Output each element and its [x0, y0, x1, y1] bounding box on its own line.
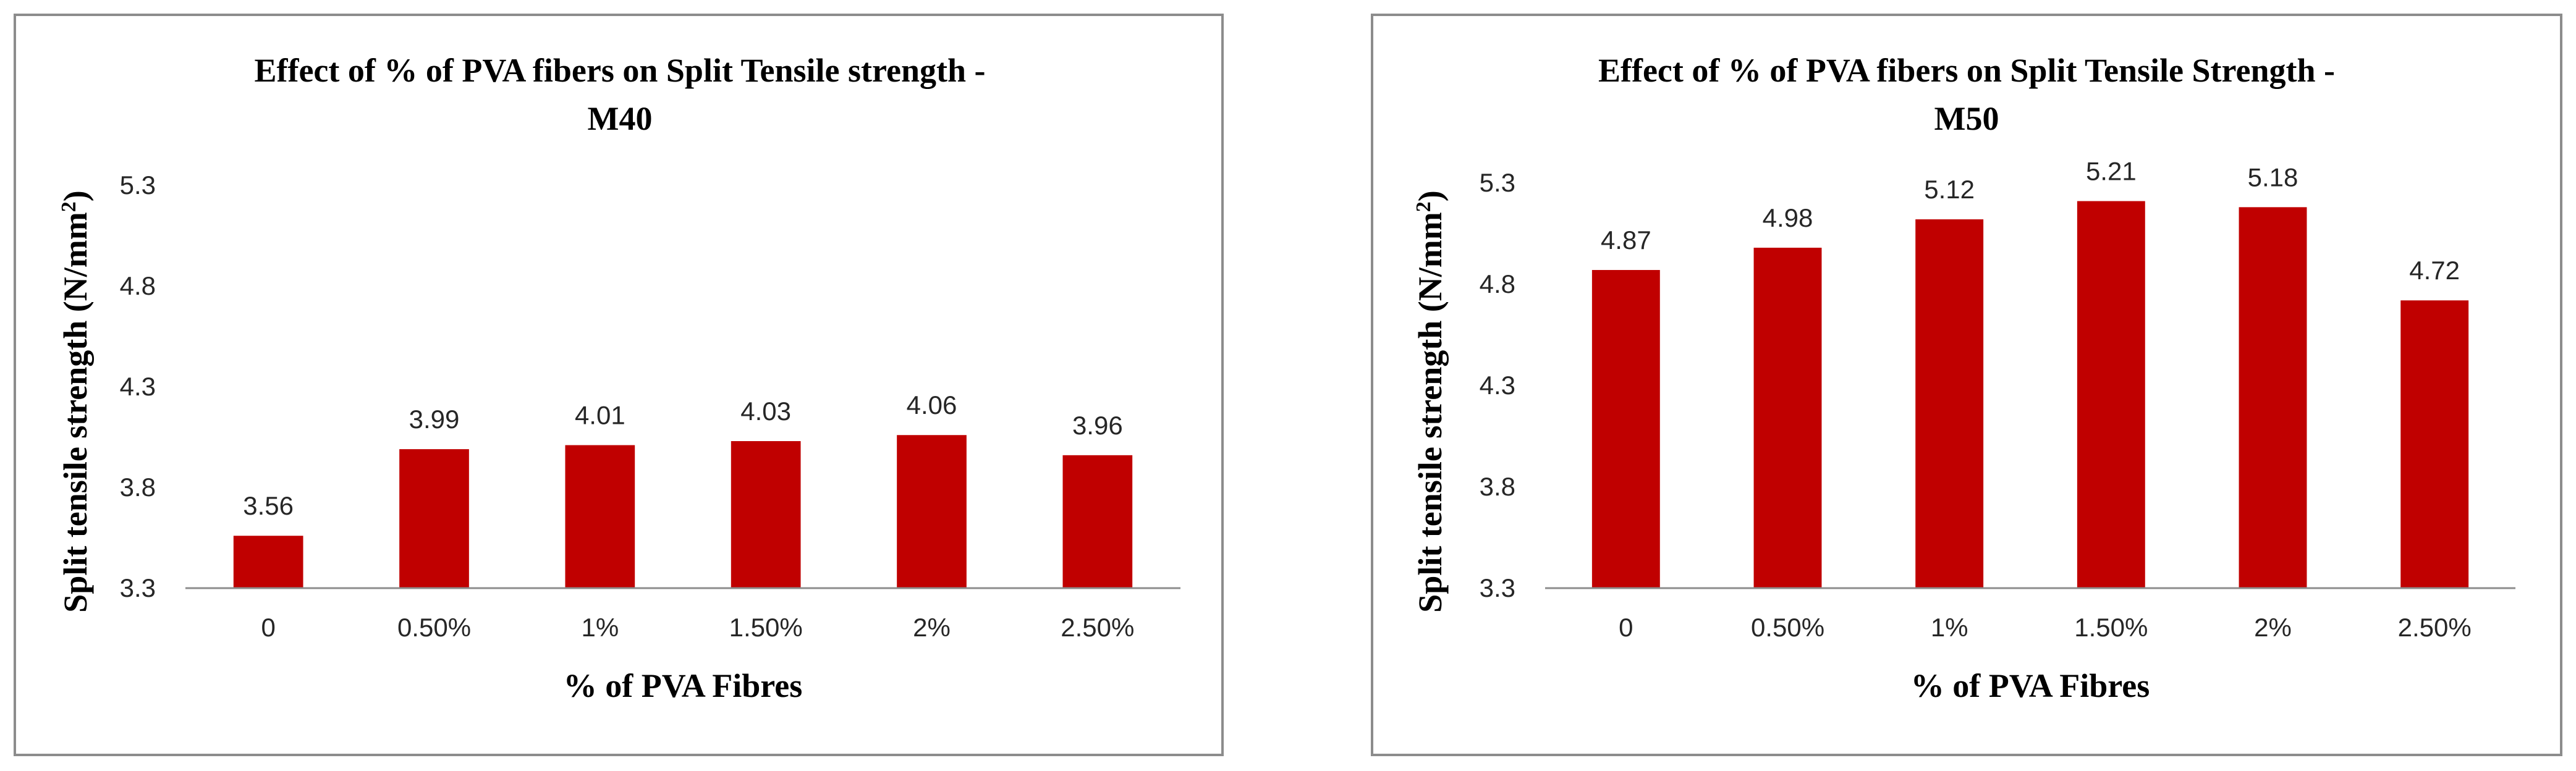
- chart-m50-data-label: 5.21: [2086, 157, 2137, 186]
- chart-m50-x-tick-label: 1.50%: [2074, 613, 2148, 642]
- chart-m40-y-axis-title-text: Split tensile strength (N/mm: [57, 212, 94, 612]
- chart-m40-title-line-1: Effect of % of PVA fibers on Split Tensi…: [254, 52, 985, 89]
- chart-m40-y-ticks: 3.3 3.8 4.3 4.8 5.3: [120, 171, 156, 602]
- chart-m40-x-axis-title: % of PVA Fibres: [564, 667, 803, 704]
- chart-m50-data-label: 4.98: [1763, 203, 1813, 232]
- chart-m40-bar: [399, 449, 469, 588]
- chart-m40-title-line-2: M40: [588, 100, 653, 137]
- chart-m40-data-labels: 3.56 3.99 4.01 4.03 4.06 3.96: [243, 390, 1122, 520]
- chart-m40-x-tick-label: 2%: [913, 613, 951, 642]
- chart-m50-bars: [1591, 201, 2469, 589]
- chart-m50-bar: [1753, 247, 1822, 589]
- chart-m50-data-label: 4.72: [2409, 256, 2460, 285]
- chart-m40-x-tick-label: 0: [261, 613, 275, 642]
- chart-m50-data-label: 5.12: [1924, 175, 1975, 204]
- chart-m50-data-label: 4.87: [1601, 225, 1651, 255]
- chart-m40-y-tick-label: 3.8: [120, 473, 156, 502]
- chart-m50-x-tick-label: 2.50%: [2398, 613, 2472, 642]
- chart-m40-x-tick-label: 1%: [581, 613, 619, 642]
- chart-m40-y-axis-title-close: ): [57, 190, 94, 201]
- chart-m40: Effect of % of PVA fibers on Split Tensi…: [14, 14, 1224, 756]
- chart-m40-y-tick-label: 4.3: [120, 372, 156, 401]
- chart-m50-y-tick-label: 4.8: [1480, 269, 1515, 298]
- chart-m40-x-tick-label: 1.50%: [729, 613, 803, 642]
- chart-m50-y-axis-title-text: Split tensile strength (N/mm: [1412, 212, 1449, 612]
- chart-m40-data-label: 4.01: [575, 401, 625, 430]
- chart-m40-y-tick-label: 5.3: [120, 171, 156, 200]
- chart-m50-data-label: 5.18: [2248, 162, 2298, 192]
- chart-m50-y-tick-label: 3.8: [1480, 472, 1515, 501]
- chart-m50-title-line-2: M50: [1934, 100, 1999, 137]
- chart-m50: Effect of % of PVA fibers on Split Tensi…: [1371, 14, 2562, 756]
- chart-m40-bar: [565, 445, 635, 588]
- chart-m40-bar: [233, 536, 303, 588]
- chart-m40-data-label: 3.96: [1072, 411, 1123, 440]
- chart-m50-y-tick-label: 4.3: [1480, 371, 1515, 400]
- chart-m50-y-tick-label: 5.3: [1480, 168, 1515, 197]
- chart-m50-x-tick-label: 0.50%: [1751, 613, 1824, 642]
- chart-m50-x-axis-title: % of PVA Fibres: [1911, 667, 2150, 704]
- chart-m40-data-label: 4.03: [740, 397, 791, 426]
- chart-m50-y-axis-title-sup: 2: [1412, 201, 1435, 212]
- chart-m50-bar: [1591, 270, 1660, 588]
- chart-m40-y-tick-label: 3.3: [120, 573, 156, 602]
- chart-m50-bar: [2239, 207, 2307, 588]
- chart-m40-x-ticks: 0 0.50% 1% 1.50% 2% 2.50%: [261, 613, 1134, 642]
- chart-m40-data-label: 4.06: [907, 390, 957, 419]
- chart-m50-y-tick-label: 3.3: [1480, 573, 1515, 602]
- chart-m40-y-axis-title-sup: 2: [57, 201, 80, 212]
- chart-m40-bars: [233, 435, 1133, 588]
- chart-m40-x-tick-label: 2.50%: [1061, 613, 1134, 642]
- chart-m50-title-line-1: Effect of % of PVA fibers on Split Tensi…: [1598, 52, 2335, 89]
- chart-m40-x-tick-label: 0.50%: [397, 613, 471, 642]
- chart-m50-x-tick-label: 0: [1619, 613, 1633, 642]
- chart-m50-y-axis-title: Split tensile strength (N/mm2): [1412, 190, 1449, 612]
- chart-m40-bar: [731, 441, 801, 588]
- chart-m50-bar: [1915, 219, 1984, 588]
- chart-m40-bar: [1062, 455, 1133, 588]
- chart-m40-y-axis-title: Split tensile strength (N/mm2): [57, 190, 94, 612]
- chart-m50-x-tick-label: 2%: [2254, 613, 2292, 642]
- chart-m40-bar: [897, 435, 967, 588]
- chart-m40-frame: [14, 14, 1224, 756]
- chart-m50-y-axis-title-close: ): [1412, 190, 1449, 201]
- chart-m40-data-label: 3.56: [243, 491, 294, 520]
- chart-m50-y-ticks: 3.3 3.8 4.3 4.8 5.3: [1480, 168, 1515, 602]
- chart-m40-data-label: 3.99: [409, 405, 460, 434]
- chart-m50-x-tick-label: 1%: [1931, 613, 1968, 642]
- chart-m40-y-tick-label: 4.8: [120, 271, 156, 300]
- chart-m50-x-ticks: 0 0.50% 1% 1.50% 2% 2.50%: [1619, 613, 2472, 642]
- chart-m50-bar: [2077, 201, 2145, 588]
- chart-m50-data-labels: 4.87 4.98 5.12 5.21 5.18 4.72: [1601, 157, 2460, 285]
- chart-m50-bar: [2400, 300, 2469, 588]
